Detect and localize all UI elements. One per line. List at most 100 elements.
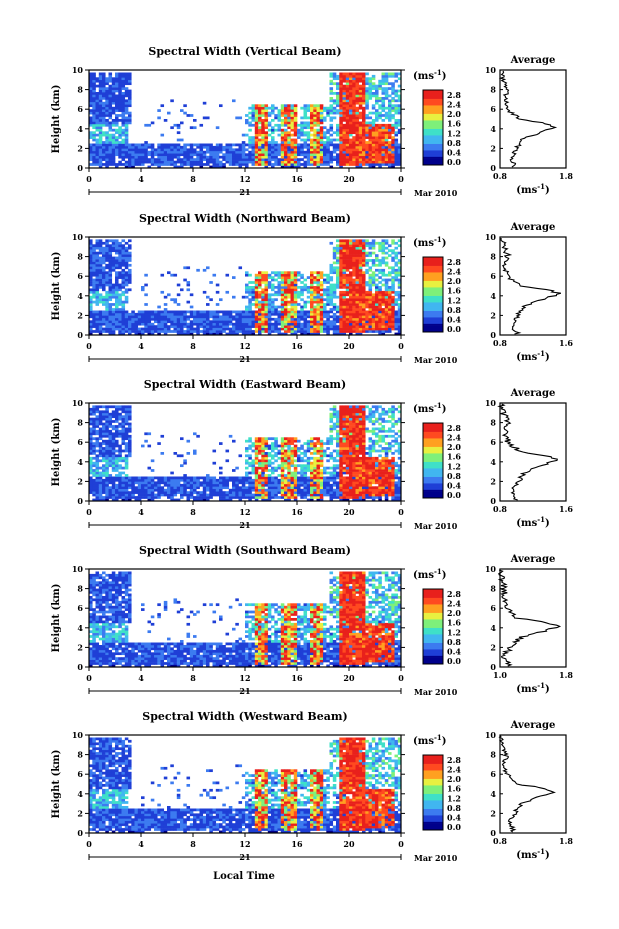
heatmap-cell [128, 288, 132, 292]
heatmap-cell [319, 163, 324, 166]
heatmap-cell [254, 138, 259, 142]
heatmap-cell [121, 104, 126, 108]
heatmap-cell [163, 295, 168, 299]
heatmap-cell [118, 251, 122, 255]
heatmap-cell [388, 271, 392, 275]
heatmap-cell [245, 332, 249, 336]
heatmap-cell [186, 158, 191, 161]
heatmap-cell [394, 106, 399, 110]
heatmap-cell [95, 295, 100, 299]
heatmap-cell [98, 165, 103, 169]
heatmap-cell [212, 461, 217, 465]
heatmap-cell [186, 491, 191, 494]
heatmap-cell [95, 471, 100, 475]
heatmap-cell [95, 461, 100, 465]
heatmap-cell [245, 330, 249, 333]
heatmap-cell [349, 266, 353, 270]
heatmap-cell [290, 119, 295, 122]
heatmap-cell [264, 322, 269, 326]
heatmap-cell [108, 116, 113, 120]
heatmap-cell [248, 106, 252, 110]
y-tick-label: 2 [77, 143, 83, 153]
heatmap-cell [397, 99, 402, 103]
heatmap-cell [89, 145, 93, 149]
heatmap-cell [102, 283, 106, 287]
heatmap-cell [381, 295, 386, 299]
heatmap-cell [147, 481, 152, 485]
heatmap-cell [297, 312, 301, 316]
heatmap-cell [189, 310, 194, 314]
heatmap-cell [147, 320, 152, 324]
heatmap-cell [124, 496, 129, 499]
heatmap-cell [170, 317, 174, 321]
heatmap-cell [365, 261, 369, 265]
heatmap-cell [124, 405, 129, 409]
heatmap-cell [358, 308, 363, 311]
heatmap-cell [128, 254, 132, 257]
heatmap-cell [105, 317, 109, 321]
heatmap-cell [209, 150, 213, 154]
heatmap-cell [137, 476, 142, 480]
heatmap-cell [306, 158, 311, 161]
heatmap-cell [365, 303, 369, 306]
heatmap-cell [381, 87, 386, 90]
x-tick-label: 20 [343, 174, 355, 184]
heatmap-cell [180, 454, 184, 458]
heatmap-cell [141, 476, 145, 480]
heatmap-cell [183, 150, 187, 154]
heatmap-cell [368, 283, 373, 287]
heatmap-cell [154, 315, 158, 319]
heatmap-cell [345, 121, 350, 125]
heatmap-cell [290, 116, 295, 120]
heatmap-cell [141, 288, 145, 292]
heatmap-cell [391, 300, 395, 304]
heatmap-cell [339, 278, 343, 282]
heatmap-cell [170, 310, 174, 314]
heatmap-cell [384, 278, 389, 282]
heatmap-cell [349, 281, 353, 284]
heatmap-cell [339, 261, 343, 265]
average-frame [499, 236, 567, 336]
heatmap-cell [206, 496, 210, 499]
heatmap-cell [313, 128, 317, 132]
heatmap-cell [300, 131, 304, 135]
heatmap-cell [115, 322, 119, 326]
panel-title: Spectral Width (Vertical Beam) [148, 45, 341, 58]
heatmap-cell [95, 286, 100, 289]
heatmap-cell [248, 138, 252, 142]
heatmap-cell [290, 283, 295, 287]
heatmap-cell [316, 104, 321, 108]
heatmap-cell [89, 148, 93, 152]
heatmap-cell [378, 320, 382, 324]
heatmap-cell [202, 101, 207, 105]
heatmap-cell [284, 305, 288, 309]
heatmap-cell [124, 461, 129, 465]
heatmap-cell [144, 322, 148, 326]
heatmap-cell [111, 133, 116, 137]
heatmap-cell [95, 256, 100, 260]
heatmap-cell [89, 131, 93, 135]
heatmap-cell [206, 266, 210, 270]
heatmap-cell [388, 155, 392, 159]
heatmap-cell [167, 315, 171, 319]
heatmap-cell [352, 101, 356, 105]
heatmap-cell [95, 241, 100, 245]
heatmap-cell [277, 111, 282, 115]
heatmap-cell [326, 160, 330, 164]
heatmap-cell [264, 104, 269, 108]
heatmap-cell [261, 281, 265, 284]
heatmap-cell [102, 141, 106, 144]
heatmap-cell [345, 308, 350, 311]
heatmap-cell [345, 330, 350, 333]
heatmap-cell [277, 160, 282, 164]
heatmap-cell [381, 153, 386, 157]
heatmap-cell [368, 131, 373, 135]
heatmap-cell [98, 143, 103, 147]
heatmap-cell [264, 276, 269, 279]
heatmap-cell [251, 288, 256, 292]
heatmap-cell [128, 145, 132, 149]
heatmap-cell [355, 99, 360, 103]
heatmap-cell [280, 322, 285, 326]
heatmap-cell [349, 114, 353, 117]
heatmap-cell [163, 320, 168, 324]
